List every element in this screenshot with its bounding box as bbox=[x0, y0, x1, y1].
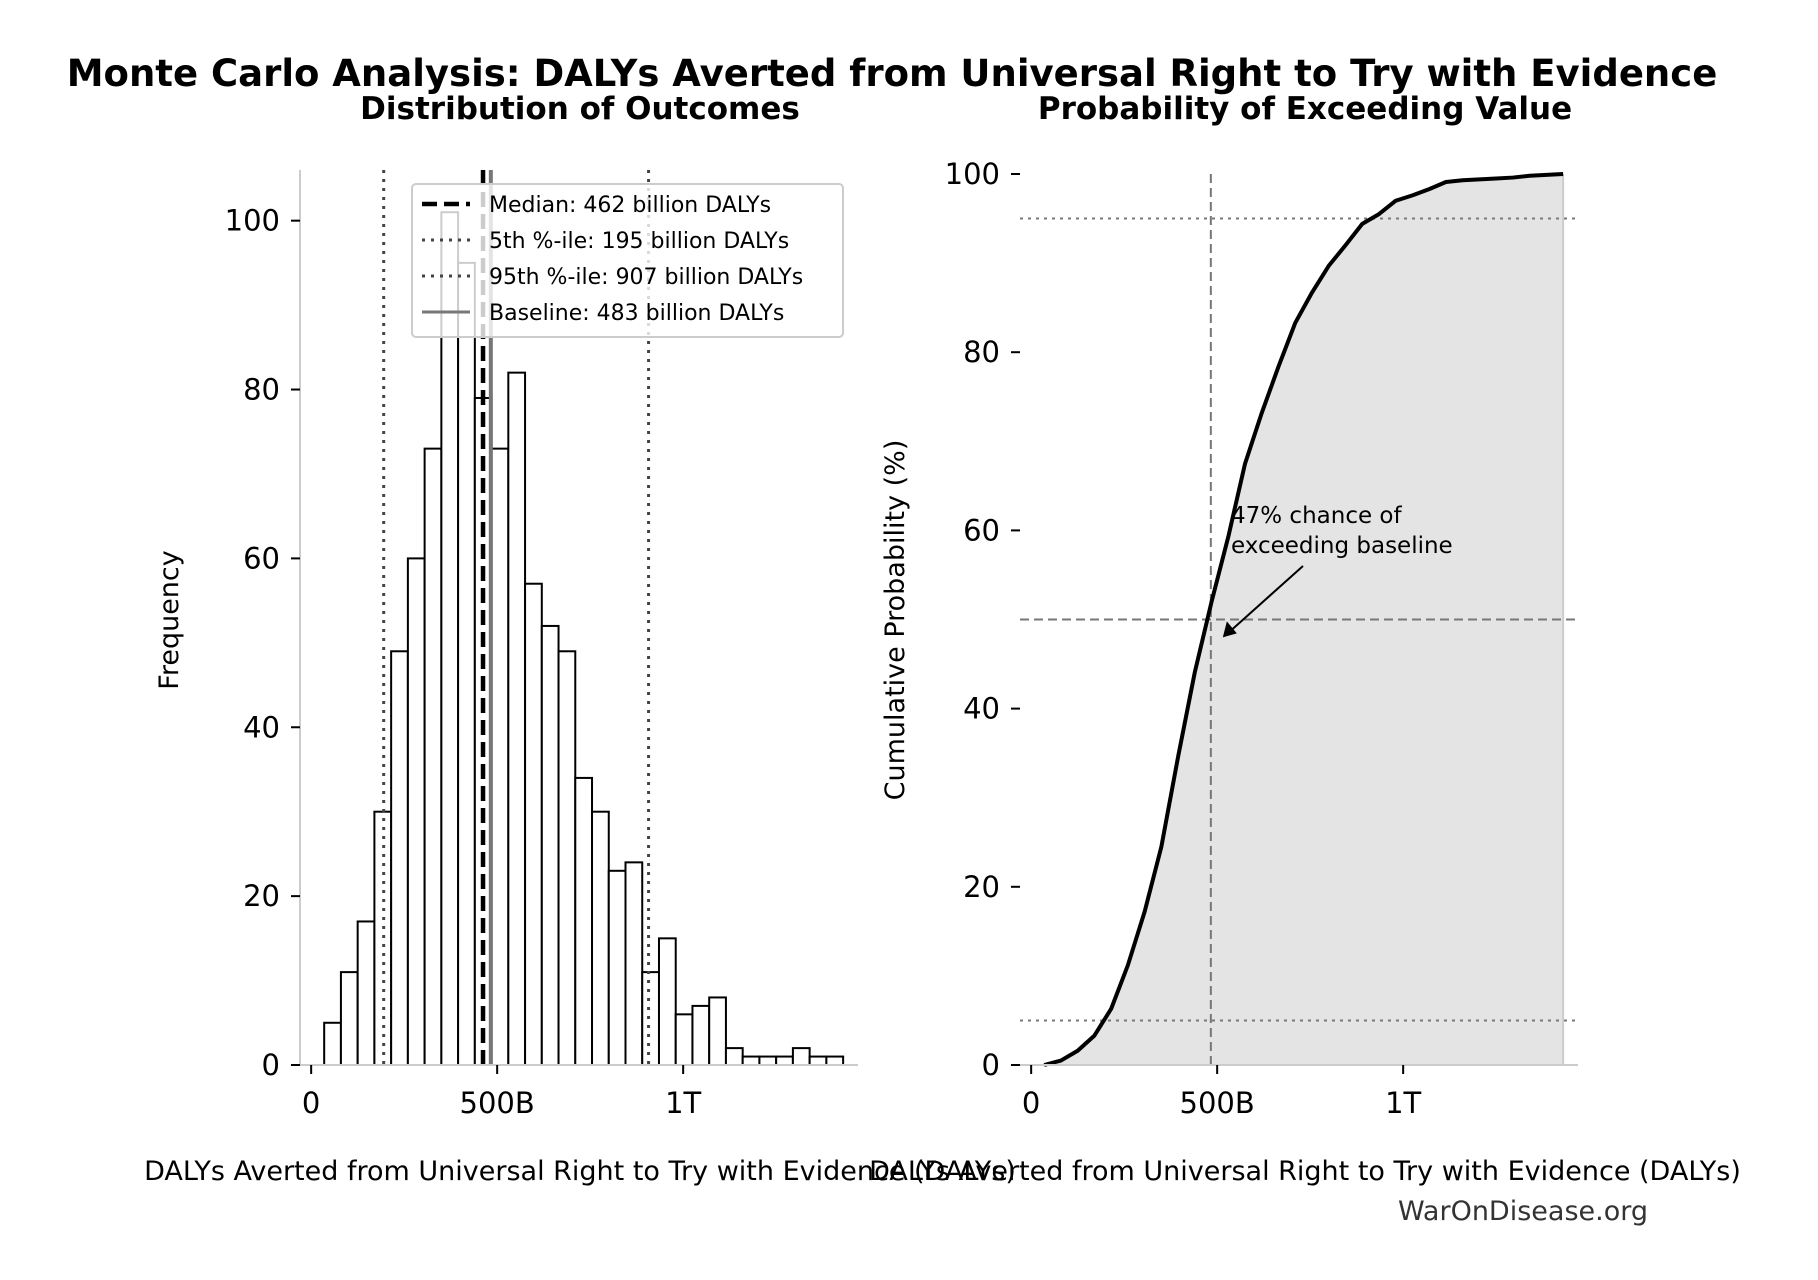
cumulative-axes: 0 20 40 60 80 100 0 500B 1T bbox=[945, 157, 1578, 1120]
histogram-title: Distribution of Outcomes bbox=[360, 91, 800, 127]
legend-frame bbox=[411, 183, 844, 338]
histogram-panel: Distribution of Outcomes 0 20 40 60 80 100 0 50… bbox=[144, 91, 1016, 1187]
cumulative-x-label: DALYs Averted from Universal Right to Tr… bbox=[869, 1156, 1741, 1187]
histogram-bar bbox=[808, 1055, 828, 1067]
histogram-axes: 0 20 40 60 80 100 0 500B 1T bbox=[225, 170, 858, 1120]
annotation-text: 47% chance of bbox=[1231, 503, 1403, 529]
x-tick-label: 1T bbox=[1385, 1086, 1421, 1120]
y-tick-label: 60 bbox=[243, 541, 280, 575]
watermark: WarOnDisease.org bbox=[1398, 1196, 1648, 1227]
histogram-bar bbox=[423, 447, 443, 1066]
histogram-bar bbox=[775, 1055, 794, 1067]
histogram-bar bbox=[708, 996, 727, 1066]
histogram-bar bbox=[691, 1004, 711, 1067]
histogram-bar bbox=[440, 211, 460, 1066]
histogram-y-label: Frequency bbox=[154, 550, 185, 690]
x-tick-label: 500B bbox=[1180, 1086, 1255, 1120]
histogram-bar bbox=[674, 1013, 694, 1066]
x-tick-label: 1T bbox=[665, 1086, 701, 1120]
y-tick-label: 20 bbox=[243, 879, 280, 913]
x-tick-label: 0 bbox=[302, 1086, 320, 1120]
y-tick-label: 40 bbox=[963, 692, 1000, 726]
histogram-bar bbox=[607, 869, 627, 1066]
y-tick-label: 80 bbox=[963, 335, 1000, 369]
y-tick-label: 0 bbox=[982, 1048, 1000, 1082]
histogram-bar bbox=[406, 557, 426, 1066]
legend-label: Median: 462 billion DALYs bbox=[489, 193, 771, 218]
y-tick-label: 40 bbox=[243, 710, 280, 744]
y-tick-label: 100 bbox=[225, 204, 280, 238]
legend-label: 5th %-ile: 195 billion DALYs bbox=[489, 229, 789, 254]
histogram-bar bbox=[557, 650, 577, 1066]
histogram-x-label: DALYs Averted from Universal Right to Tr… bbox=[144, 1156, 1016, 1187]
histogram-bar bbox=[574, 776, 594, 1066]
histogram-bar bbox=[390, 650, 409, 1066]
cumulative-curve bbox=[1043, 172, 1564, 1067]
figure-title: Monte Carlo Analysis: DALYs Averted from… bbox=[67, 52, 1718, 95]
histogram-bar bbox=[624, 861, 644, 1067]
histogram-bar bbox=[356, 920, 376, 1067]
histogram-bar bbox=[490, 447, 510, 1066]
legend-label: 95th %-ile: 907 billion DALYs bbox=[489, 265, 803, 290]
cumulative-reference-lines bbox=[1020, 172, 1578, 1067]
cumulative-annotation: 47% chance of exceeding baseline bbox=[1222, 503, 1453, 638]
y-tick-label: 60 bbox=[963, 513, 1000, 547]
legend-label: Baseline: 483 billion DALYs bbox=[489, 301, 784, 326]
histogram-bar bbox=[339, 971, 359, 1066]
histogram-bar bbox=[657, 937, 677, 1066]
histogram-bar bbox=[741, 1055, 761, 1067]
histogram-bar bbox=[507, 371, 527, 1067]
annotation-arrow-head bbox=[1222, 621, 1237, 638]
histogram-bar bbox=[524, 582, 543, 1067]
histogram-bar bbox=[724, 1047, 744, 1066]
histogram-bar bbox=[825, 1055, 845, 1067]
histogram-bar bbox=[591, 810, 610, 1066]
histogram-bar bbox=[758, 1055, 778, 1067]
y-tick-label: 80 bbox=[243, 373, 280, 407]
cumulative-y-label: Cumulative Probability (%) bbox=[880, 440, 911, 801]
histogram-bar bbox=[641, 971, 660, 1066]
histogram-bar bbox=[323, 1021, 342, 1066]
histogram-bars bbox=[323, 211, 845, 1067]
x-tick-label: 0 bbox=[1022, 1086, 1040, 1120]
y-tick-label: 100 bbox=[945, 157, 1000, 191]
y-tick-label: 0 bbox=[262, 1048, 280, 1082]
annotation-arrow-line bbox=[1228, 565, 1304, 634]
cumulative-panel: Probability of Exceeding Value 0 20 40 60 80… bbox=[869, 91, 1741, 1187]
histogram-bar bbox=[540, 624, 560, 1067]
histogram-bar bbox=[791, 1047, 811, 1066]
y-tick-label: 20 bbox=[963, 870, 1000, 904]
x-tick-label: 500B bbox=[460, 1086, 535, 1120]
annotation-text: exceeding baseline bbox=[1231, 533, 1453, 559]
histogram-bar bbox=[457, 261, 476, 1066]
histogram-legend: Median: 462 billion DALYs 5th %-ile: 195 … bbox=[411, 183, 844, 338]
cumulative-title: Probability of Exceeding Value bbox=[1038, 91, 1572, 127]
